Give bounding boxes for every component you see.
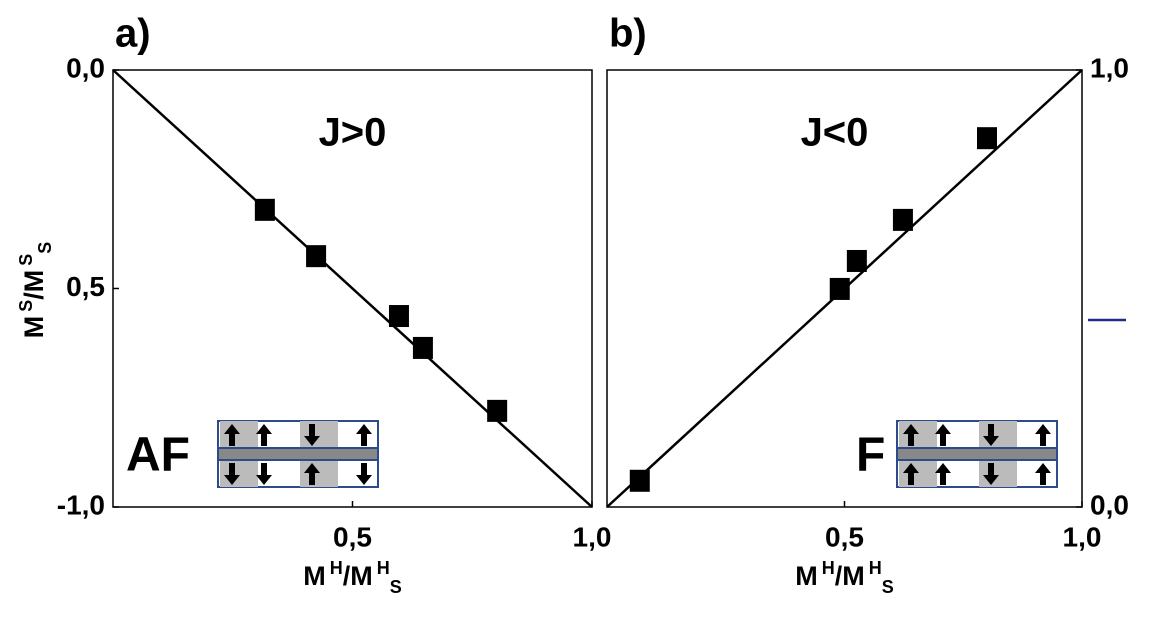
inset-spacer <box>218 448 378 460</box>
y-tick-label: 1,0 <box>1090 52 1129 83</box>
x-tick-label: 0,5 <box>825 521 864 552</box>
inset-label: AF <box>126 429 190 482</box>
axis-label-part: S <box>390 577 402 597</box>
data-point <box>413 337 433 359</box>
data-point <box>255 199 275 221</box>
chart: 0,51,00,00,5-1,0a)J>0MH/MHSMS/MSS0,51,01… <box>0 0 1153 623</box>
axis-label-part: M <box>19 316 49 339</box>
axis-label-part: /M <box>343 561 373 591</box>
axis-label-part: H <box>377 558 390 578</box>
data-point <box>977 127 997 149</box>
data-point <box>306 245 326 267</box>
x-tick-label: 1,0 <box>1063 521 1102 552</box>
x-tick-label: 0,5 <box>333 521 372 552</box>
axis-label-part: H <box>822 558 835 578</box>
axis-label-part: S <box>882 577 894 597</box>
data-point <box>487 400 507 422</box>
inset-label: F <box>856 429 885 482</box>
x-tick-label: 1,0 <box>573 521 612 552</box>
axis-label-part: S <box>16 254 36 266</box>
axis-label-part: /M <box>19 270 49 300</box>
data-point <box>630 470 650 492</box>
annotation: J>0 <box>319 111 387 155</box>
data-point <box>893 209 913 231</box>
data-point <box>389 305 409 327</box>
axis-label: MS/MSS <box>16 242 55 339</box>
axis-label-part: S <box>16 300 36 312</box>
y-tick-label: 0,5 <box>66 271 105 302</box>
axis-label-part: M <box>303 561 326 591</box>
axis-label-part: M <box>795 561 818 591</box>
axis-label-part: H <box>330 558 343 578</box>
y-tick-label: 0,0 <box>1090 489 1129 520</box>
inset-diagram <box>897 421 1057 487</box>
axis-label-part: S <box>35 242 55 254</box>
y-tick-label: 0,0 <box>66 52 105 83</box>
data-point <box>830 278 850 300</box>
data-point <box>847 250 867 272</box>
axis-label-part: /M <box>835 561 865 591</box>
inset-diagram <box>218 421 378 487</box>
annotation: J<0 <box>801 111 869 155</box>
axis-label-part: H <box>869 558 882 578</box>
panel-label: b) <box>609 12 647 56</box>
panel-label: a) <box>115 12 151 56</box>
y-tick-label: -1,0 <box>57 489 105 520</box>
inset-spacer <box>897 448 1057 460</box>
